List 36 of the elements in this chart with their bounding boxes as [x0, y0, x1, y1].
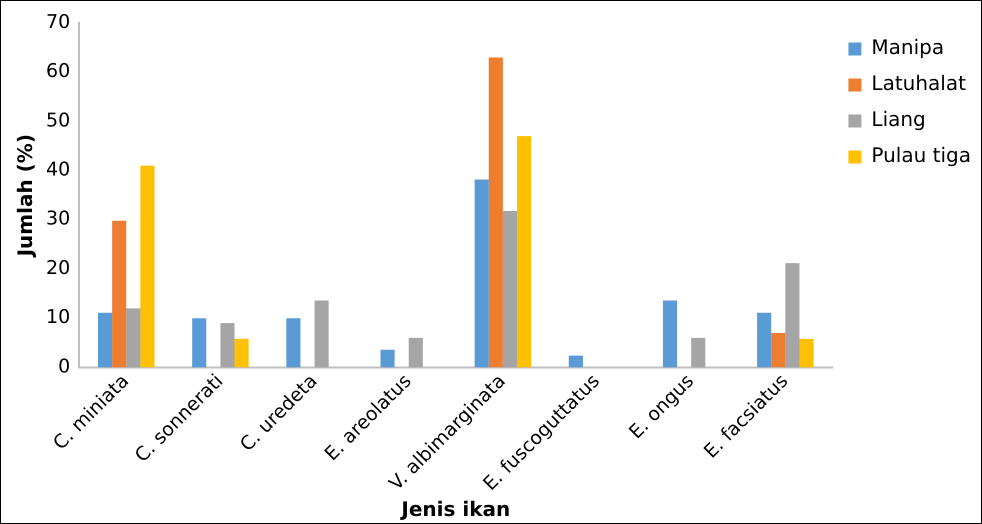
- x-axis-title: Jenis ikan: [399, 497, 510, 522]
- bar: [785, 263, 800, 368]
- y-tick-label: 20: [46, 256, 70, 279]
- legend-label: Pulau tiga: [871, 143, 972, 168]
- bar: [771, 332, 786, 368]
- bar: [691, 338, 706, 368]
- y-tick-label: 0: [58, 355, 70, 378]
- legend-label: Manipa: [871, 35, 944, 60]
- bar: [234, 338, 249, 368]
- bar: [488, 57, 503, 368]
- y-tick-label: 60: [46, 60, 70, 82]
- legend-label: Latuhalat: [871, 71, 966, 96]
- bar: [192, 318, 206, 368]
- y-axis-title: Jumlah (%): [13, 134, 38, 258]
- bar: [286, 318, 300, 368]
- bar: [799, 338, 814, 368]
- bar: [380, 350, 395, 368]
- bar: [474, 179, 489, 368]
- legend-label: Liang: [871, 107, 926, 132]
- bar: [408, 338, 423, 368]
- bar: [126, 308, 140, 368]
- bar: [314, 300, 329, 368]
- y-tick-label: 70: [46, 10, 70, 33]
- bar: [757, 312, 772, 368]
- bar: [517, 136, 532, 368]
- y-tick-label: 50: [46, 109, 70, 132]
- y-tick-label: 10: [46, 306, 70, 328]
- bar: [98, 312, 112, 368]
- y-tick-label: 40: [46, 158, 70, 181]
- bar: [568, 356, 583, 368]
- y-tick-label: 30: [46, 208, 70, 230]
- bar: [662, 300, 678, 368]
- bar: [502, 210, 517, 368]
- bar: [220, 323, 235, 368]
- bar: [140, 166, 154, 368]
- bar: [112, 220, 126, 368]
